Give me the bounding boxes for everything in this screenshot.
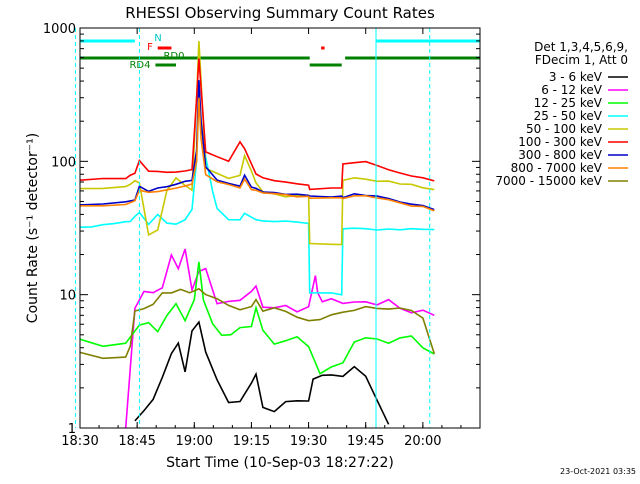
footer-timestamp: 23-Oct-2021 03:35 (560, 467, 636, 476)
x-tick-label-5: 19:45 (347, 434, 384, 449)
legend-label-1: 6 - 12 keV (541, 83, 603, 97)
series-line-4 (79, 40, 435, 246)
y-axis-label: Count Rate (s⁻¹ detector⁻¹) (25, 133, 41, 323)
x-axis: 18:30 18:45 19:00 19:15 19:30 19:45 20:00 (61, 28, 481, 449)
series-line-3 (79, 97, 435, 296)
vertical-markers (74, 28, 431, 428)
legend-header-1: FDecim 1, Att 0 (535, 53, 628, 67)
flag-label-n: N (154, 33, 161, 44)
y-tick-label-2: 100 (51, 155, 76, 170)
series-layer (79, 40, 436, 429)
legend-label-6: 300 - 800 keV (518, 148, 602, 162)
flag-label-f: F (147, 42, 153, 53)
x-axis-label: Start Time (10-Sep-03 18:27:22) (166, 455, 394, 471)
series-line-7 (80, 97, 435, 212)
legend-label-4: 50 - 100 keV (526, 122, 603, 136)
legend-label-7: 800 - 7000 keV (511, 161, 603, 175)
x-tick-label-1: 18:45 (118, 434, 155, 449)
x-tick-label-6: 20:00 (404, 434, 441, 449)
series-line-0 (134, 320, 390, 425)
legend-label-0: 3 - 6 keV (549, 70, 603, 84)
legend-label-5: 100 - 300 keV (518, 135, 602, 149)
y-tick-label-1: 10 (59, 289, 76, 304)
x-tick-label-0: 18:30 (61, 434, 98, 449)
y-tick-label-0: 1 (68, 422, 76, 437)
x-tick-label-2: 19:00 (176, 434, 213, 449)
series-line-1 (124, 248, 435, 429)
flag-label-rd4: RD4 (129, 60, 150, 71)
y-tick-label-3: 1000 (43, 22, 76, 37)
series-line-8 (79, 287, 436, 360)
legend-label-2: 12 - 25 keV (534, 96, 603, 110)
x-tick-label-3: 19:15 (233, 434, 270, 449)
chart-title: RHESSI Observing Summary Count Rates (125, 4, 435, 22)
plot-frame (79, 27, 481, 429)
x-tick-label-4: 19:30 (290, 434, 327, 449)
y-axis: 1 10 100 1000 (43, 22, 480, 437)
legend: Det 1,3,4,5,6,9,FDecim 1, Att 0 3 - 6 keV… (495, 40, 628, 188)
legend-label-8: 7000 - 15000 keV (495, 174, 602, 188)
series-line-5 (79, 58, 435, 191)
flag-label-rd0: RD0 (163, 51, 184, 62)
status-flags: NF RD0 RD4 (80, 33, 480, 71)
legend-label-3: 25 - 50 keV (534, 109, 603, 123)
legend-header-0: Det 1,3,4,5,6,9, (534, 40, 628, 54)
series-line-2 (79, 261, 435, 375)
